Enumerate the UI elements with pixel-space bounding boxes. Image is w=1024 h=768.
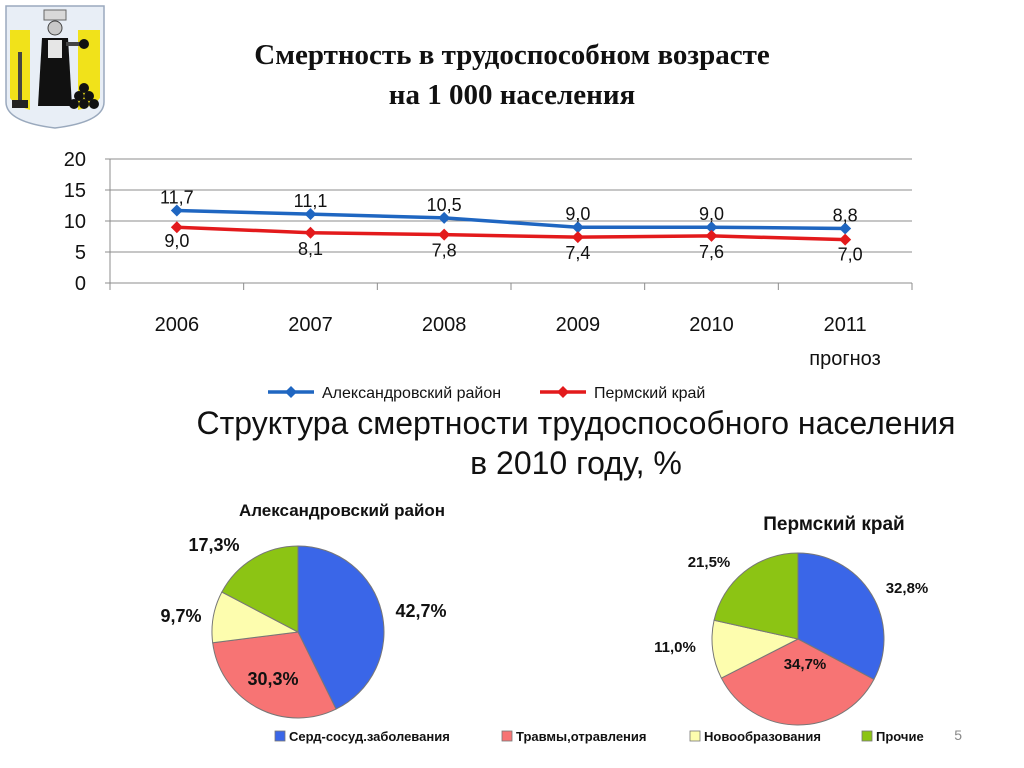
data-label: 8,8 <box>833 205 858 225</box>
series-point <box>705 229 718 242</box>
legend-label: Пермский край <box>594 385 705 402</box>
pie-legend-swatch <box>274 730 286 742</box>
pie-title-aleksandrovsky: Александровский район <box>239 501 445 520</box>
pie-slice-label: 34,7% <box>784 656 827 673</box>
y-tick-label: 10 <box>64 211 86 233</box>
pie-title-perm: Пермский край <box>763 514 904 535</box>
pie-chart-perm: 32,8% 34,7% 11,0% 21,5% <box>654 552 929 726</box>
series-point <box>571 231 584 244</box>
data-label: 11,7 <box>160 187 194 207</box>
pie-slice <box>297 545 385 710</box>
data-label: 9,0 <box>164 231 189 251</box>
pie-legend-label: Новообразования <box>704 729 821 744</box>
y-tick-label: 0 <box>75 273 86 295</box>
data-label: 7,8 <box>432 241 457 261</box>
pie-chart-aleksandrovsky: 42,7% 30,3% 9,7% 17,3% <box>160 535 447 719</box>
legend-marker <box>557 386 569 398</box>
y-tick-label: 15 <box>64 180 86 202</box>
pie-legend-swatch <box>861 730 873 742</box>
perm-coat-of-arms-icon <box>5 5 105 129</box>
y-tick-label: 20 <box>64 149 86 171</box>
data-label: 9,0 <box>565 204 590 224</box>
page-title-line2: на 1 000 населения <box>389 79 636 111</box>
series-point <box>571 221 584 234</box>
series-point <box>438 211 451 224</box>
x-tick-label: 2011 <box>824 314 867 336</box>
x-tick-label: 2009 <box>556 314 601 336</box>
x-tick-label: 2006 <box>155 314 200 336</box>
data-label: 7,0 <box>838 245 863 265</box>
pie-slice-label: 11,0% <box>654 639 696 656</box>
pie-legend-label: Травмы,отравления <box>516 729 647 744</box>
pie-slice-label: 42,7% <box>395 601 446 621</box>
data-label: 7,6 <box>699 242 724 262</box>
series-line-2 <box>176 225 846 242</box>
data-label: 7,4 <box>565 243 590 263</box>
series-point <box>304 208 317 221</box>
data-label: 8,1 <box>298 239 323 259</box>
pie-legend-label: Серд-сосуд.заболевания <box>289 729 450 744</box>
series-point <box>705 221 718 234</box>
pie-slice-label: 30,3% <box>247 669 298 689</box>
series-point <box>170 204 183 217</box>
pie-slice <box>713 552 799 640</box>
pie-slice <box>720 638 875 726</box>
section-title-line2: в 2010 году, % <box>470 445 682 481</box>
pie-slice <box>212 631 337 719</box>
y-tick-label: 5 <box>75 242 86 264</box>
section-title: Структура смертности трудоспособного нас… <box>197 405 956 441</box>
pie-slice <box>797 552 885 681</box>
page-title: Смертность в трудоспособном возрасте <box>254 39 770 71</box>
line-legend: Александровский район Пермский край <box>268 385 705 402</box>
pie-legend-swatch <box>689 730 701 742</box>
series-point <box>839 233 852 246</box>
pie-legend: Серд-сосуд.заболевания Травмы,отравления Н… <box>274 729 924 744</box>
series-point <box>839 222 852 235</box>
series-line-1 <box>176 208 846 231</box>
data-label: 9,0 <box>699 204 724 224</box>
legend-label: Александровский район <box>322 385 501 402</box>
x-tick-label: 2010 <box>689 314 734 336</box>
legend-marker <box>285 386 297 398</box>
pie-slice-label: 9,7% <box>160 606 201 626</box>
series-point <box>304 226 317 239</box>
x-tick-label: 2007 <box>288 314 333 336</box>
data-label: 11,1 <box>294 191 328 211</box>
page-number: 5 <box>954 727 962 743</box>
pie-slice-label: 21,5% <box>688 554 731 571</box>
data-label: 10,5 <box>427 195 462 215</box>
series-point <box>438 228 451 241</box>
pie-legend-label: Прочие <box>876 729 924 744</box>
pie-legend-swatch <box>501 730 513 742</box>
pie-slice-label: 17,3% <box>188 535 239 555</box>
pie-slice-label: 32,8% <box>886 580 929 597</box>
x-tick-note-forecast: прогноз <box>809 348 880 370</box>
pie-slice <box>221 545 299 633</box>
line-chart: 0 5 10 15 20 2006 2007 2008 2009 2010 2011 11,7 11… <box>64 149 913 402</box>
x-tick-label: 2008 <box>422 314 467 336</box>
series-point <box>170 221 183 234</box>
